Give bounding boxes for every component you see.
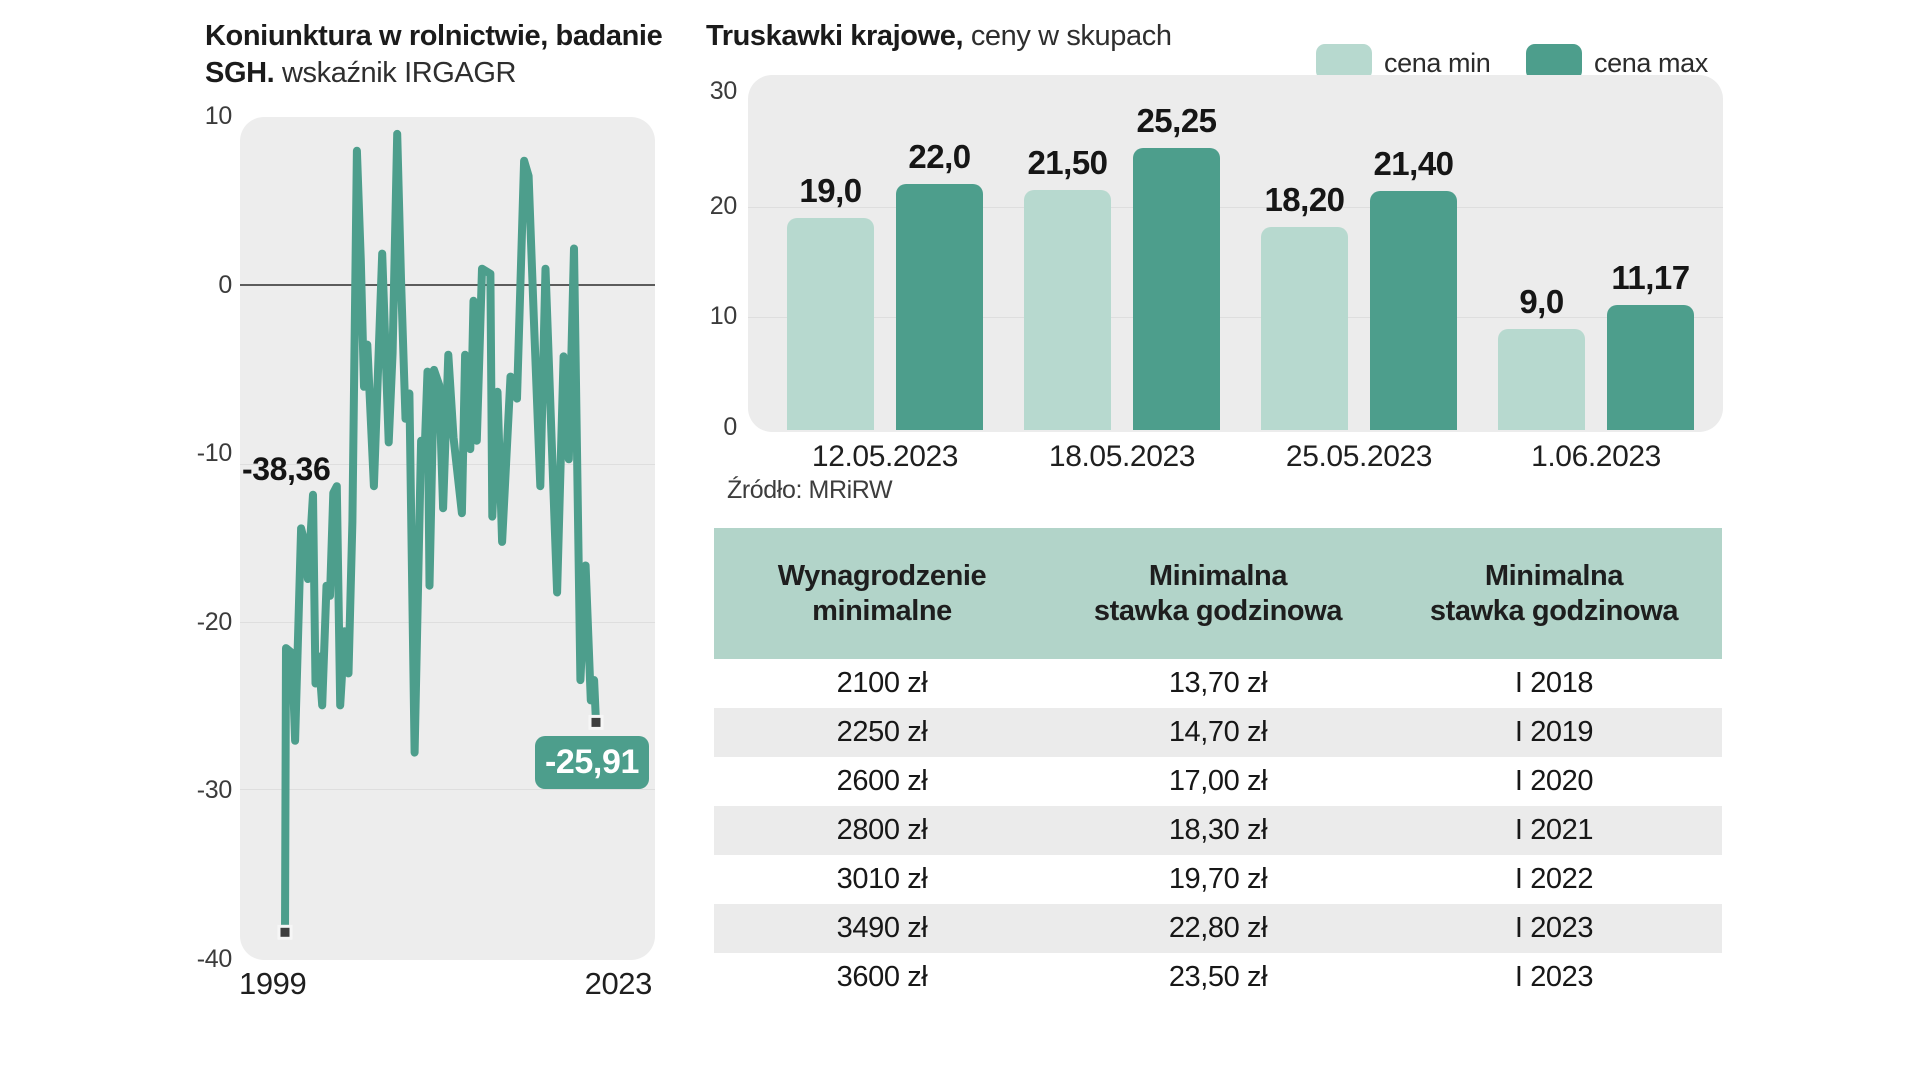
table-cell-6-2: I 2023 — [1514, 961, 1594, 993]
header-wynagrodzenie-minimalne: Wynagrodzenie minimalne — [777, 559, 987, 627]
bar-cena-min-1 — [1024, 190, 1111, 430]
bar-cena-min-0 — [787, 218, 874, 430]
table-cell-2-1: 17,00 zł — [1168, 765, 1268, 797]
irgagr-line — [281, 129, 600, 937]
legend-swatch-cena-min — [1316, 44, 1372, 80]
line-y-tick--10: -10 — [196, 439, 233, 468]
x-tick-2023: 2023 — [584, 966, 653, 1001]
bar-y-tick-30: 30 — [709, 77, 738, 105]
bar-value-min-0: 19,0 — [799, 172, 862, 209]
bar-cena-min-2 — [1261, 227, 1348, 430]
bar-cena-max-2 — [1370, 191, 1457, 430]
line-chart-title-regular: wskaźnik IRGAGR — [274, 57, 517, 89]
table-cell-3-0: 2800 zł — [836, 814, 928, 846]
bar-chart-bars: 19,0 22,0 21,50 25,25 18,20 21,40 9,0 11,17 — [748, 75, 1723, 432]
line-end-marker — [588, 714, 604, 730]
bar-category-0: 12.05.2023 — [811, 440, 959, 473]
table-cell-5-0: 3490 zł — [836, 912, 928, 944]
table-cell-1-2: I 2019 — [1514, 716, 1594, 748]
bar-value-max-1: 25,25 — [1136, 102, 1217, 139]
gridline-10 — [748, 317, 1723, 318]
zero-baseline — [240, 284, 655, 286]
line-chart-title: Koniunktura w rolnictwie, badanie SGH. w… — [205, 18, 663, 92]
table-cell-6-0: 3600 zł — [836, 961, 928, 993]
bar-y-tick-20: 20 — [709, 192, 738, 220]
bar-value-min-1: 21,50 — [1027, 144, 1108, 181]
table-row-4: 3010 zł 19,70 zł I 2022 — [714, 855, 1722, 904]
bar-chart-title: Truskawki krajowe, ceny w skupach — [706, 18, 1172, 55]
bar-category-3: 1.06.2023 — [1531, 440, 1661, 473]
line-chart-title-line1: Koniunktura w rolnictwie, badanie — [205, 20, 663, 52]
bar-value-max-0: 22,0 — [908, 138, 971, 175]
table-cell-1-0: 2250 zł — [836, 716, 928, 748]
bar-y-tick-10: 10 — [709, 302, 738, 330]
table-cell-0-2: I 2018 — [1514, 667, 1594, 699]
bar-category-2: 25.05.2023 — [1285, 440, 1433, 473]
bar-cena-max-1 — [1133, 148, 1220, 430]
bar-y-tick-0: 0 — [723, 413, 737, 441]
gridline-minus20 — [240, 622, 655, 623]
table-cell-4-2: I 2022 — [1514, 863, 1594, 895]
line-y-tick-0: 0 — [218, 270, 232, 299]
table-cell-0-1: 13,70 zł — [1168, 667, 1268, 699]
table-cell-3-2: I 2021 — [1514, 814, 1594, 846]
bar-value-max-2: 21,40 — [1373, 145, 1454, 182]
table-row-5: 3490 zł 22,80 zł I 2023 — [714, 904, 1722, 953]
table-cell-2-2: I 2020 — [1514, 765, 1594, 797]
table-cell-1-1: 14,70 zł — [1168, 716, 1268, 748]
table-cell-3-1: 18,30 zł — [1168, 814, 1268, 846]
bar-category-1: 18.05.2023 — [1048, 440, 1196, 473]
table-cell-4-1: 19,70 zł — [1168, 863, 1268, 895]
table-cell-5-1: 22,80 zł — [1168, 912, 1268, 944]
table-cell-4-0: 3010 zł — [836, 863, 928, 895]
table-cell-0-0: 2100 zł — [836, 667, 928, 699]
table-row-2: 2600 zł 17,00 zł I 2020 — [714, 757, 1722, 806]
wage-table-header: Wynagrodzenie minimalne Minimalna stawka… — [714, 528, 1722, 659]
legend-label-cena-min: cena min — [1384, 48, 1491, 78]
table-row-0: 2100 zł 13,70 zł I 2018 — [714, 659, 1722, 708]
line-end-value-badge: -25,91 — [535, 736, 649, 789]
bar-cena-min-3 — [1498, 329, 1585, 430]
legend-label-cena-max: cena max — [1594, 48, 1708, 78]
bar-cena-max-0 — [896, 184, 983, 430]
table-row-6: 3600 zł 23,50 zł I 2023 — [714, 953, 1722, 1002]
header-minimalna-stawka-godzinowa-2: Minimalna stawka godzinowa — [1429, 559, 1679, 627]
bar-chart-title-regular: ceny w skupach — [963, 20, 1172, 52]
bar-cena-max-3 — [1607, 305, 1694, 430]
table-cell-2-0: 2600 zł — [836, 765, 928, 797]
header-minimalna-stawka-godzinowa-1: Minimalna stawka godzinowa — [1093, 559, 1343, 627]
line-y-tick--30: -30 — [196, 776, 233, 805]
wage-table-body: 2100 zł 13,70 zł I 2018 2250 zł 14,70 zł I 20… — [714, 659, 1722, 1002]
bar-chart-title-bold: Truskawki krajowe, — [706, 20, 964, 52]
irgagr-line-svg — [277, 129, 604, 940]
gridline-20 — [748, 207, 1723, 208]
x-tick-1999: 1999 — [239, 966, 307, 1001]
line-chart-title-bold: SGH. — [205, 57, 275, 89]
source-note: Źródło: MRiRW — [727, 476, 893, 504]
table-cell-6-1: 23,50 zł — [1168, 961, 1268, 993]
line-start-marker — [277, 924, 293, 940]
line-y-tick-10: 10 — [204, 102, 233, 130]
bar-value-max-3: 11,17 — [1611, 259, 1690, 296]
table-row-3: 2800 zł 18,30 zł I 2021 — [714, 806, 1722, 855]
table-cell-5-2: I 2023 — [1514, 912, 1594, 944]
line-y-tick--20: -20 — [196, 607, 233, 636]
legend-swatch-cena-max — [1526, 44, 1582, 80]
line-y-tick--40: -40 — [196, 945, 233, 973]
table-row-1: 2250 zł 14,70 zł I 2019 — [714, 708, 1722, 757]
line-start-value-label: -38,36 — [242, 451, 331, 487]
bar-value-min-2: 18,20 — [1264, 181, 1345, 218]
bar-value-min-3: 9,0 — [1519, 283, 1564, 320]
gridline-minus30 — [240, 789, 655, 790]
wage-table: Wynagrodzenie minimalne Minimalna stawka… — [714, 528, 1722, 1002]
